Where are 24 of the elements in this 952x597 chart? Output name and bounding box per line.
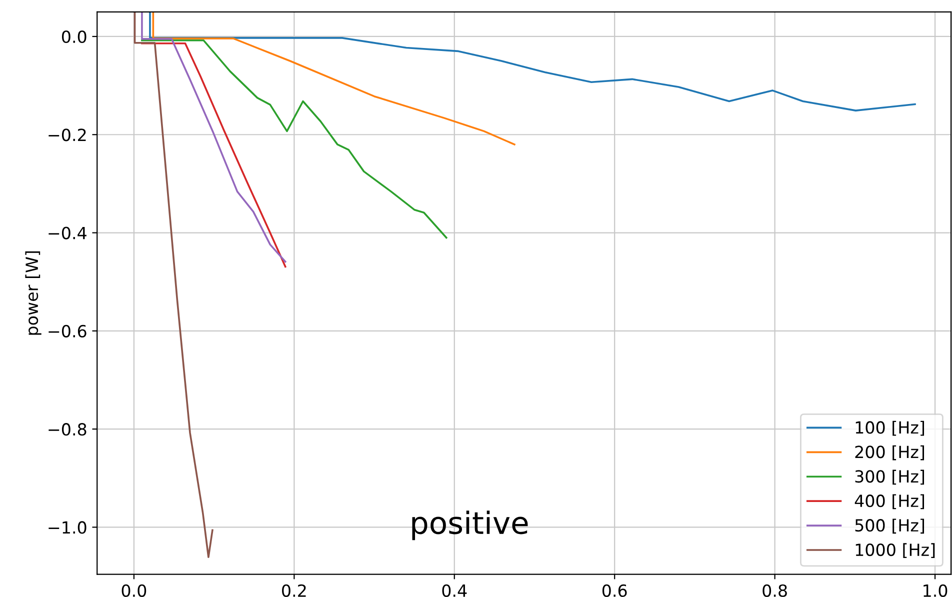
x-tick-label: 0.8 bbox=[762, 584, 787, 597]
legend-label: 500 [Hz] bbox=[855, 518, 924, 534]
x-tick-label: 0.4 bbox=[442, 584, 467, 597]
line-series bbox=[152, 12, 516, 146]
legend-label: 100 [Hz] bbox=[856, 420, 924, 436]
line-series bbox=[141, 39, 448, 239]
legend-label: 400 [Hz] bbox=[854, 494, 924, 510]
legend-label: 200 [Hz] bbox=[855, 445, 924, 460]
y-tick-label: −0.8 bbox=[48, 423, 86, 436]
x-tick-label: 0.6 bbox=[602, 584, 627, 597]
line-series bbox=[134, 12, 214, 558]
y-tick-label: −0.6 bbox=[48, 324, 86, 338]
y-tick-label: −0.4 bbox=[48, 226, 86, 240]
legend-label: 300 [Hz] bbox=[855, 470, 924, 485]
x-tick-label: 0.2 bbox=[282, 584, 306, 597]
annotation: positive bbox=[412, 510, 528, 540]
y-tick-label: −1.0 bbox=[48, 521, 86, 534]
line-series bbox=[149, 12, 916, 112]
y-tick-label: 0.0 bbox=[62, 30, 86, 44]
x-tick-label: 0.0 bbox=[122, 584, 146, 597]
y-axis-title: power [W] bbox=[25, 251, 42, 335]
y-tick-label: −0.2 bbox=[48, 128, 86, 142]
legend-label: 1000 [Hz] bbox=[856, 543, 935, 558]
x-tick-label: 1.0 bbox=[924, 584, 948, 597]
